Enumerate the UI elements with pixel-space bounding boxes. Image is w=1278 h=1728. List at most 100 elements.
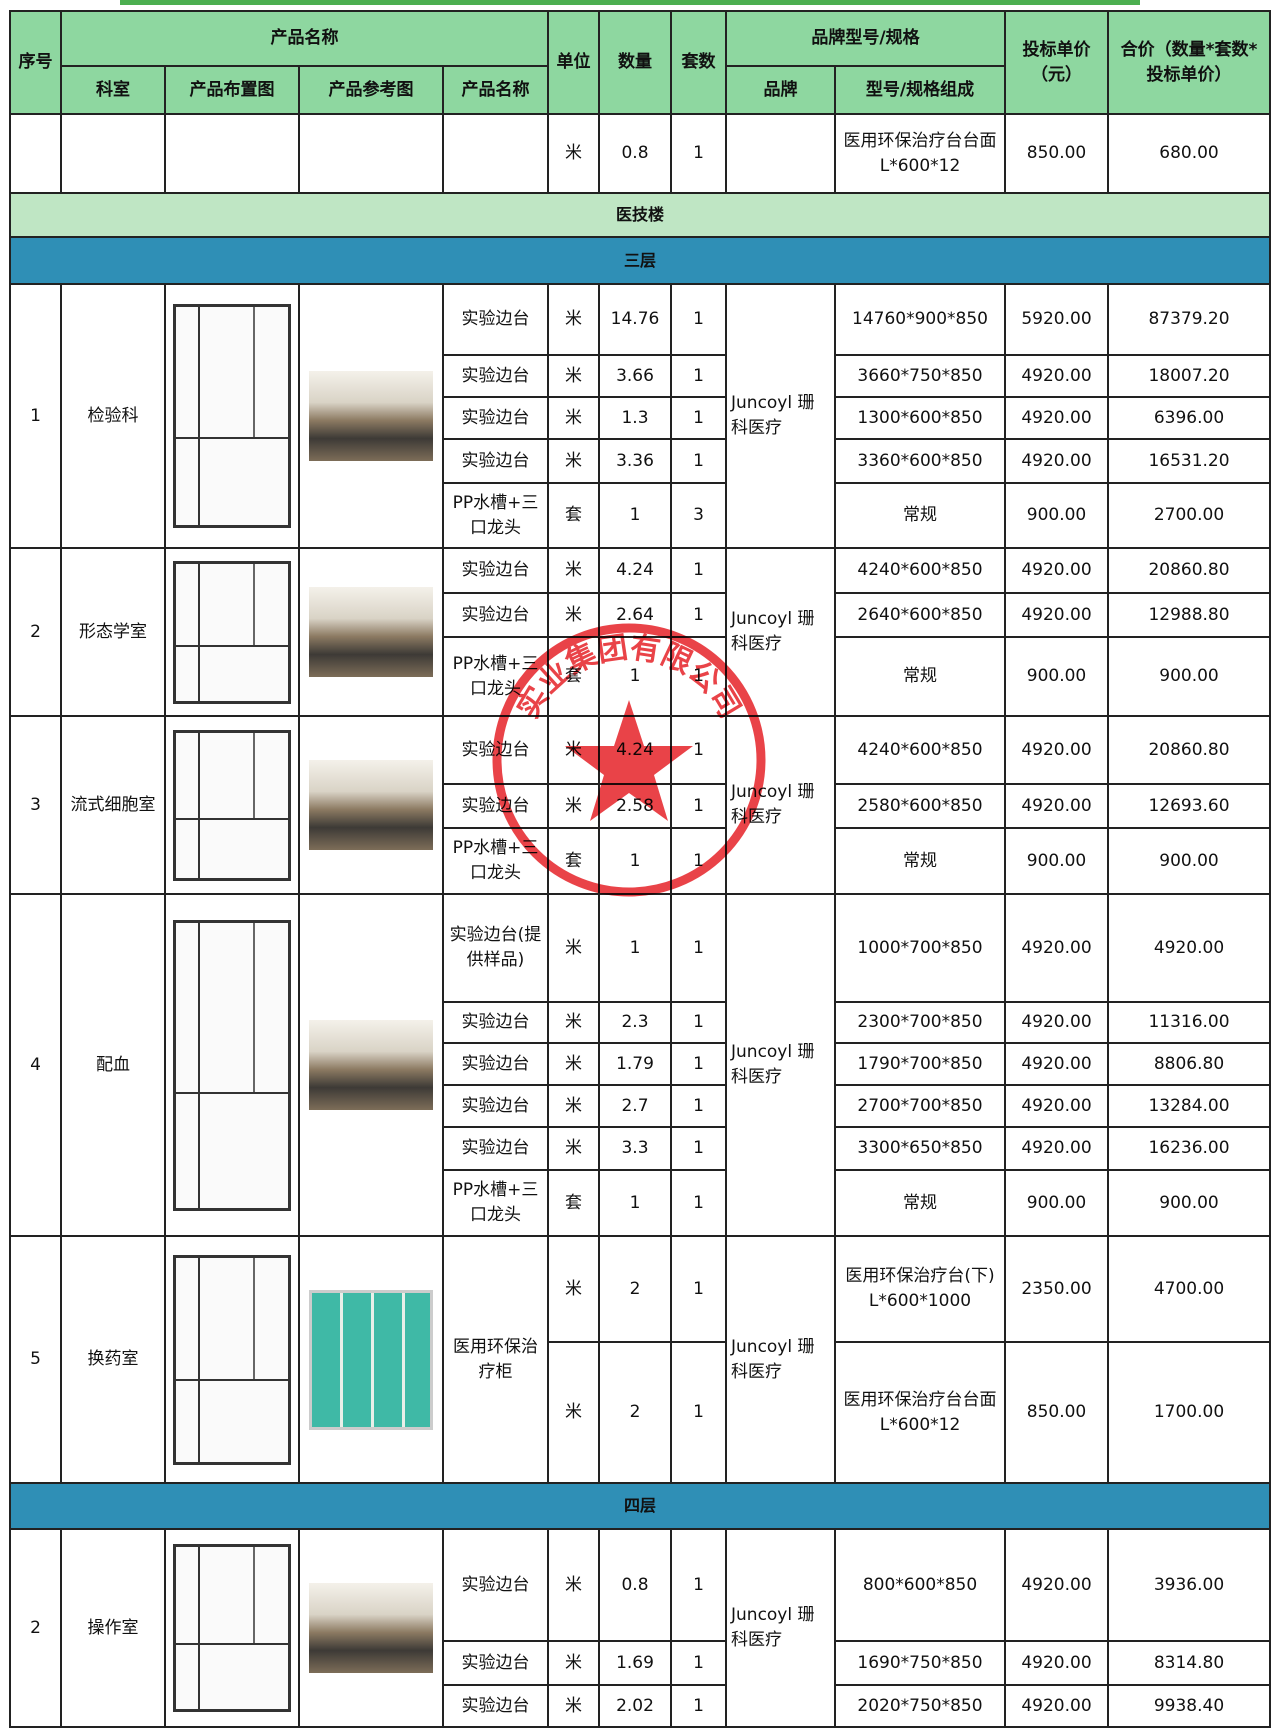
unit-cell: 米 <box>547 1684 600 1728</box>
price-cell: 900.00 <box>1004 482 1109 549</box>
qty-cell: 3.3 <box>598 1126 672 1171</box>
reference-image <box>309 587 433 677</box>
price-cell: 900.00 <box>1004 636 1109 717</box>
table-row: 科室 产品布置图 产品参考图 产品名称 品牌 型号/规格组成 <box>10 65 1270 115</box>
table-row: 实验边台米 2.02 1 2020*750*850 4920.00 9938.40 <box>10 1684 1271 1728</box>
layout-image <box>173 560 291 704</box>
table-row: 实验边台米 2.64 1 2640*600*850 4920.00 12988.80 <box>10 592 1271 638</box>
sets-cell: 1 <box>670 354 727 398</box>
table-row: 实验边台米 2.3 1 2300*700*850 4920.00 11316.00 <box>10 1001 1271 1044</box>
product-cell: 实验边台 <box>442 1126 549 1171</box>
top-rule <box>120 0 1140 5</box>
sets-cell: 1 <box>670 893 727 1003</box>
sets-cell: 1 <box>670 1084 727 1128</box>
unit-cell: 米 <box>547 113 600 194</box>
total-cell: 20860.80 <box>1107 715 1271 785</box>
product-cell: PP水槽+三口龙头 <box>442 1169 549 1237</box>
room-cell: 形态学室 <box>60 547 166 717</box>
layout-image <box>173 919 291 1211</box>
header-cell: 品牌型号/规格 <box>725 10 1006 67</box>
product-cell: 实验边台 <box>442 354 549 398</box>
unit-cell: 米 <box>547 438 600 484</box>
qty-cell: 2.3 <box>598 1001 672 1044</box>
price-cell: 4920.00 <box>1004 438 1109 484</box>
product-cell: PP水槽+三口龙头 <box>442 827 549 895</box>
price-cell: 4920.00 <box>1004 715 1109 785</box>
model-cell: 常规 <box>834 482 1006 549</box>
unit-cell: 米 <box>547 1341 600 1484</box>
reference-cell <box>298 1235 444 1484</box>
header-cell: 投标单价（元） <box>1004 10 1109 115</box>
reference-cell <box>298 283 444 549</box>
qty-cell: 1.3 <box>598 396 672 440</box>
product-cell: 实验边台 <box>442 547 549 594</box>
price-cell: 900.00 <box>1004 1169 1109 1237</box>
header-cell: 产品名称 <box>442 65 549 115</box>
price-cell: 4920.00 <box>1004 1528 1109 1642</box>
sets-cell: 1 <box>670 783 727 829</box>
product-cell: PP水槽+三口龙头 <box>442 482 549 549</box>
price-cell: 4920.00 <box>1004 893 1109 1003</box>
qty-cell: 4.24 <box>598 547 672 594</box>
header-cell: 科室 <box>60 65 166 115</box>
reference-image <box>309 371 433 461</box>
seq-cell: 5 <box>9 1235 62 1484</box>
unit-cell: 米 <box>547 354 600 398</box>
unit-cell: 米 <box>547 283 600 356</box>
table-row: 4 配血 实验边台(提供样品) 米 1 1 Juncoyl 珊科医疗 1000*700*850… <box>9 893 1271 1237</box>
seq-cell: 1 <box>9 283 62 549</box>
qty-cell: 3.66 <box>598 354 672 398</box>
brand-cell: Juncoyl 珊科医疗 <box>725 1235 836 1484</box>
unit-cell: 米 <box>547 592 600 638</box>
total-cell: 1700.00 <box>1107 1341 1271 1484</box>
reference-image <box>309 1583 433 1673</box>
qty-cell: 1 <box>598 1169 672 1237</box>
unit-cell: 米 <box>547 1001 600 1044</box>
table-row: 实验边台米 2.58 1 2580*600*850 4920.00 12693.60 <box>10 783 1271 829</box>
header-cell: 数量 <box>598 10 672 115</box>
unit-cell: 米 <box>547 1042 600 1086</box>
qty-cell: 0.8 <box>598 1528 672 1642</box>
reference-cell <box>298 1528 444 1728</box>
model-cell: 3300*650*850 <box>834 1126 1006 1171</box>
qty-cell: 3.36 <box>598 438 672 484</box>
sets-cell: 1 <box>670 1235 727 1343</box>
price-cell: 2350.00 <box>1004 1235 1109 1343</box>
seq-cell: 2 <box>9 547 62 717</box>
sets-cell: 1 <box>670 1126 727 1171</box>
qty-cell: 0.8 <box>598 113 672 194</box>
header-cell: 品牌 <box>725 65 836 115</box>
reference-cell <box>298 893 444 1237</box>
table-row: 米 0.8 1 医用环保治疗台台面 L*600*12 850.00 680.00 <box>9 113 1271 194</box>
product-cell: 实验边台 <box>442 283 549 356</box>
qty-cell: 1 <box>598 827 672 895</box>
price-cell: 4920.00 <box>1004 592 1109 638</box>
table-row: 实验边台米 1.69 1 1690*750*850 4920.00 8314.80 <box>10 1640 1271 1686</box>
price-cell: 4920.00 <box>1004 1001 1109 1044</box>
sets-cell: 1 <box>670 592 727 638</box>
room-cell: 检验科 <box>60 283 166 549</box>
model-cell: 2300*700*850 <box>834 1001 1006 1044</box>
header-cell: 产品参考图 <box>298 65 444 115</box>
qty-cell: 1 <box>598 893 672 1003</box>
table-row: 2 形态学室 实验边台米 4.24 1 Juncoyl 珊科医疗 4240*600*850 4… <box>9 547 1271 717</box>
unit-cell: 米 <box>547 783 600 829</box>
sets-cell: 1 <box>670 438 727 484</box>
model-cell: 1000*700*850 <box>834 893 1006 1003</box>
sets-cell: 1 <box>670 1001 727 1044</box>
unit-cell: 米 <box>547 1640 600 1686</box>
model-cell: 3660*750*850 <box>834 354 1006 398</box>
total-cell: 4700.00 <box>1107 1235 1271 1343</box>
seq-cell: 3 <box>9 715 62 895</box>
room-cell: 配血 <box>60 893 166 1237</box>
price-cell: 5920.00 <box>1004 283 1109 356</box>
model-cell: 3360*600*850 <box>834 438 1006 484</box>
seq-cell: 4 <box>9 893 62 1237</box>
qty-cell: 2 <box>598 1235 672 1343</box>
product-cell: 实验边台 <box>442 438 549 484</box>
product-cell: 实验边台 <box>442 783 549 829</box>
brand-cell: Juncoyl 珊科医疗 <box>725 715 836 895</box>
model-cell: 常规 <box>834 636 1006 717</box>
header-cell: 序号 <box>9 10 62 115</box>
